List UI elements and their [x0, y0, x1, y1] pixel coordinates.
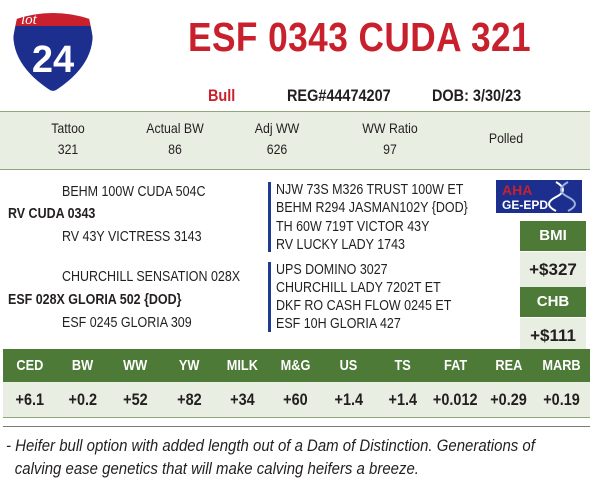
- tattoo-label: Tattoo: [51, 120, 85, 136]
- epd-value-fat: +0.012: [433, 390, 478, 409]
- registration-number: REG#44474207: [287, 86, 391, 105]
- epd-value-milk: +34: [230, 390, 255, 409]
- ww-ratio-value: 97: [383, 141, 397, 157]
- dna-helix-icon: AHA GE-EPD: [496, 180, 582, 213]
- epd-value-rea: +0.29: [490, 390, 527, 409]
- epd-value-row: +6.1 +0.2 +52 +82 +34 +60 +1.4 +1.4 +0.0…: [3, 382, 590, 418]
- epd-label-ced: CED: [16, 357, 43, 374]
- ww-ratio-cell: WW Ratio 97: [357, 118, 424, 160]
- chb-label: CHB: [520, 287, 586, 317]
- epd-value-ced: +6.1: [15, 390, 44, 409]
- animal-sex: Bull: [208, 86, 236, 105]
- sire-dam: RV 43Y VICTRESS 3143: [62, 229, 202, 245]
- epd-label-ww: WW: [123, 357, 148, 374]
- chb-value: +$111: [520, 318, 586, 353]
- bmi-value: +$327: [520, 252, 586, 287]
- sire-line-4: RV LUCKY LADY 1743: [276, 237, 405, 253]
- epd-label-milk: MILK: [226, 357, 259, 374]
- polled-cell: Polled: [480, 128, 533, 149]
- epd-label-mg: M&G: [280, 357, 311, 374]
- interstate-shield-icon: lot 24: [9, 11, 97, 94]
- epd-label-fat: FAT: [443, 357, 468, 374]
- actual-bw-label: Actual BW: [146, 120, 204, 136]
- sire-line-1: NJW 73S M326 TRUST 100W ET: [276, 182, 464, 198]
- sire: RV CUDA 0343: [8, 206, 96, 222]
- tattoo-cell: Tattoo 321: [42, 118, 95, 160]
- epd-label-ts: TS: [394, 357, 411, 374]
- sire-line-bracket: [268, 182, 271, 252]
- epd-label-bw: BW: [71, 357, 94, 374]
- adj-ww-label: Adj WW: [254, 120, 300, 136]
- epd-label-us: US: [339, 357, 358, 374]
- dam-line-2: CHURCHILL LADY 7202T ET: [276, 280, 441, 296]
- dam-line-bracket: [268, 262, 271, 332]
- note-line-2: calving ease genetics that will make cal…: [14, 459, 419, 478]
- dam-line-3: DKF RO CASH FLOW 0245 ET: [276, 298, 452, 314]
- bmi-label: BMI: [520, 221, 586, 251]
- actual-bw-cell: Actual BW 86: [138, 118, 212, 160]
- epd-value-marb: +0.19: [543, 390, 580, 409]
- polled-label: Polled: [488, 130, 524, 146]
- sire-line-3: TH 60W 719T VICTOR 43Y: [276, 219, 430, 235]
- epd-value-yw: +82: [177, 390, 202, 409]
- comment-note: - Heifer bull option with added length o…: [6, 434, 582, 480]
- epd-value-us: +1.4: [334, 390, 363, 409]
- ww-ratio-label: WW Ratio: [362, 120, 418, 136]
- animal-name: ESF 0343 CUDA 321: [188, 14, 532, 60]
- lot-label: lot: [21, 12, 38, 28]
- epd-value-ts: +1.4: [388, 390, 417, 409]
- sire-sire: BEHM 100W CUDA 504C: [62, 184, 206, 200]
- performance-bar: [0, 111, 590, 170]
- adj-ww-cell: Adj WW 626: [248, 118, 306, 160]
- epd-label-yw: YW: [179, 357, 200, 374]
- epd-value-bw: +0.2: [68, 390, 97, 409]
- dam-line-4: ESF 10H GLORIA 427: [276, 316, 401, 332]
- divider: [3, 426, 590, 427]
- epd-label-rea: REA: [495, 357, 522, 374]
- logo-top: AHA: [502, 182, 532, 198]
- note-line-1: - Heifer bull option with added length o…: [6, 436, 535, 455]
- epd-header-row: CED BW WW YW MILK M&G US TS FAT REA MARB: [3, 349, 590, 382]
- sire-line-2: BEHM R294 JASMAN102Y {DOD}: [276, 200, 468, 216]
- lot-number: 24: [32, 39, 74, 81]
- epd-value-ww: +52: [123, 390, 148, 409]
- logo-bottom: GE-EPD: [502, 198, 548, 212]
- actual-bw-value: 86: [168, 141, 182, 157]
- lot-badge: lot 24: [6, 4, 100, 94]
- aha-ge-epd-logo: AHA GE-EPD: [496, 180, 582, 213]
- dam-line-1: UPS DOMINO 3027: [276, 262, 388, 278]
- dam-dam: ESF 0245 GLORIA 309: [62, 315, 192, 331]
- dam-sire: CHURCHILL SENSATION 028X: [62, 269, 241, 285]
- tattoo-value: 321: [57, 141, 79, 157]
- epd-label-marb: MARB: [542, 357, 581, 374]
- adj-ww-value: 626: [266, 141, 288, 157]
- epd-value-mg: +60: [283, 390, 308, 409]
- date-of-birth: DOB: 3/30/23: [432, 86, 522, 105]
- dam: ESF 028X GLORIA 502 {DOD}: [8, 292, 182, 308]
